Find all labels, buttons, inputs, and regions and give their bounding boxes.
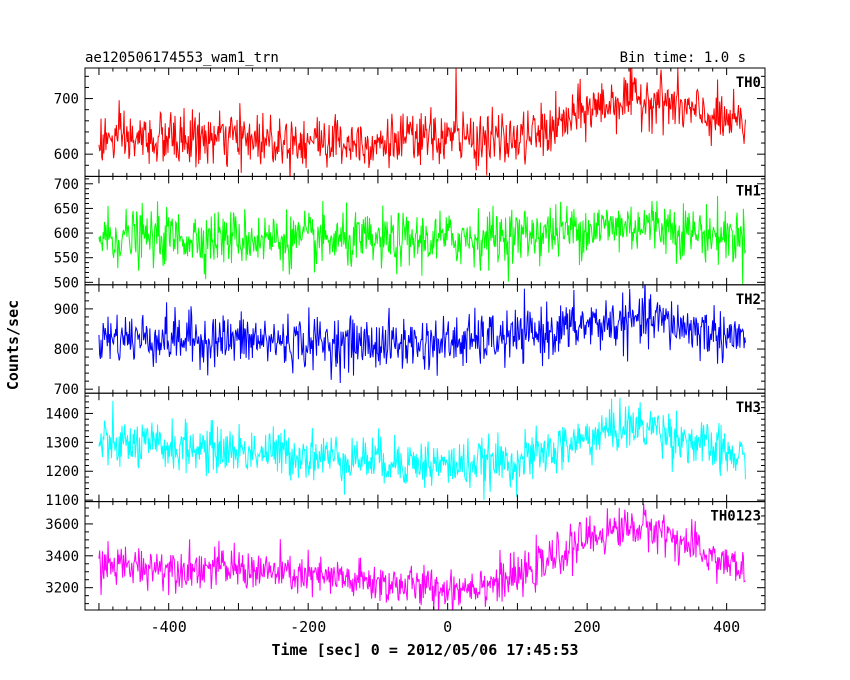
chart-title: ae120506174553_wam1_trn	[85, 50, 279, 66]
series-th3	[98, 397, 746, 501]
bin-time-label: Bin time: 1.0 s	[620, 50, 746, 66]
y-tick-label: 3400	[45, 549, 79, 565]
panel-th2: 700 800 900 TH2	[54, 284, 766, 398]
x-tick-label: -400	[151, 618, 187, 636]
panel-th0123: 3200 3400 3600 TH0123	[45, 501, 766, 611]
y-tick-label: 700	[54, 382, 79, 398]
x-tick-label: 400	[713, 618, 740, 636]
y-tick-label: 700	[54, 177, 79, 193]
panels-group: 600 700 TH0 500 550 600 650 700 TH1 700 800 900 TH2 1…	[45, 67, 766, 611]
y-tick-label: 1300	[45, 435, 79, 451]
panel-frame	[84, 284, 766, 394]
y-tick-label: 500	[54, 275, 79, 291]
y-tick-label: 3200	[45, 581, 79, 597]
panel-th1: 500 550 600 650 700 TH1	[54, 175, 766, 291]
x-axis: -400 -200 0 200 400	[151, 618, 741, 636]
panel-th3: 1100 1200 1300 1400 TH3	[45, 392, 766, 509]
x-tick-label: 200	[574, 618, 601, 636]
y-axis-label: Counts/sec	[4, 300, 22, 390]
y-tick-label: 550	[54, 251, 79, 267]
x-axis-label: Time [sec] 0 = 2012/05/06 17:45:53	[271, 641, 578, 659]
series-th2	[98, 284, 746, 384]
y-tick-label: 1100	[45, 493, 79, 509]
panel-name: TH2	[736, 292, 761, 308]
panel-name: TH1	[736, 183, 761, 199]
y-tick-label: 1400	[45, 406, 79, 422]
x-tick-label: 0	[443, 618, 452, 636]
panel-th0: 600 700 TH0	[54, 67, 766, 177]
y-tick-label: 600	[54, 147, 79, 163]
panel-name: TH0123	[710, 509, 761, 525]
y-tick-label: 3600	[45, 517, 79, 533]
panel-name: TH0	[736, 75, 761, 91]
y-tick-label: 900	[54, 302, 79, 318]
y-tick-label: 800	[54, 342, 79, 358]
y-tick-label: 600	[54, 226, 79, 242]
y-tick-label: 700	[54, 92, 79, 108]
series-th0	[98, 68, 746, 177]
series-th0123	[98, 503, 746, 611]
series-th1	[98, 195, 746, 285]
y-tick-label: 650	[54, 201, 79, 217]
y-tick-label: 1200	[45, 464, 79, 480]
panel-name: TH3	[736, 400, 761, 416]
x-tick-label: -200	[290, 618, 326, 636]
